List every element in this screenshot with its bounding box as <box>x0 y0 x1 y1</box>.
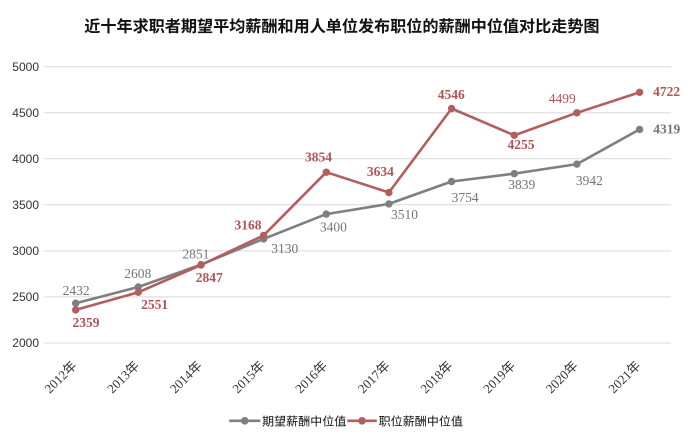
svg-text:2000: 2000 <box>12 336 39 350</box>
svg-text:3854: 3854 <box>305 149 332 164</box>
svg-text:4722: 4722 <box>653 84 680 99</box>
svg-text:2551: 2551 <box>141 297 168 312</box>
svg-text:2432: 2432 <box>63 283 90 298</box>
svg-text:2608: 2608 <box>124 266 151 281</box>
svg-text:2847: 2847 <box>196 270 223 285</box>
svg-text:4500: 4500 <box>12 106 39 120</box>
svg-text:3130: 3130 <box>271 241 298 256</box>
svg-text:4499: 4499 <box>549 91 576 106</box>
svg-text:3400: 3400 <box>320 219 347 234</box>
svg-text:5000: 5000 <box>12 60 39 74</box>
svg-text:4255: 4255 <box>508 137 535 152</box>
svg-text:3000: 3000 <box>12 244 39 258</box>
svg-text:3500: 3500 <box>12 198 39 212</box>
svg-text:4319: 4319 <box>653 122 680 137</box>
svg-text:3510: 3510 <box>391 207 418 222</box>
svg-text:3634: 3634 <box>367 164 394 179</box>
svg-text:2851: 2851 <box>182 247 209 262</box>
svg-text:2359: 2359 <box>73 315 100 330</box>
svg-text:3754: 3754 <box>452 190 479 205</box>
svg-text:3168: 3168 <box>235 217 262 232</box>
svg-text:3942: 3942 <box>576 173 603 188</box>
svg-text:4546: 4546 <box>438 87 465 102</box>
svg-text:2500: 2500 <box>12 290 39 304</box>
svg-text:3839: 3839 <box>508 177 535 192</box>
svg-text:4000: 4000 <box>12 152 39 166</box>
